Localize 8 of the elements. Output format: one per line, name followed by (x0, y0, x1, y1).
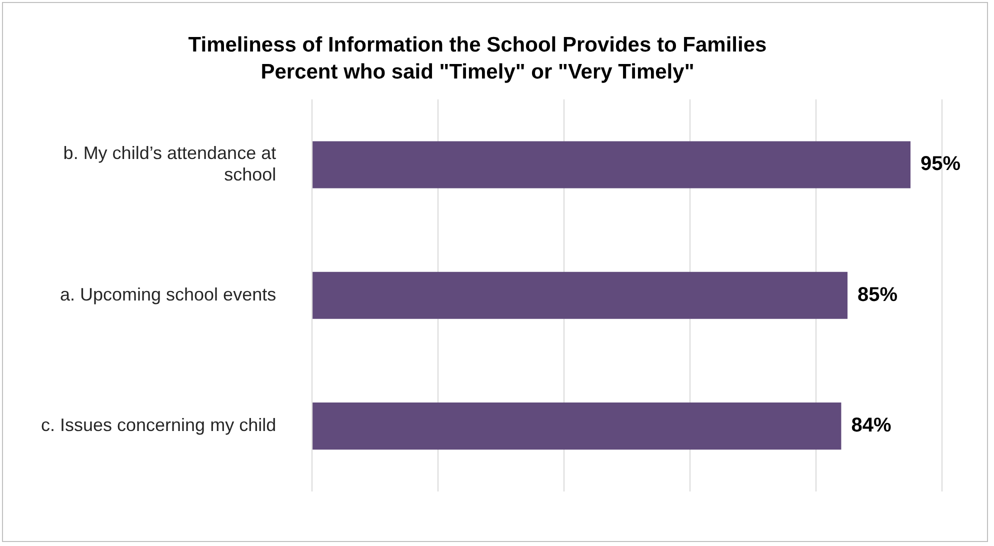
chart-subtitle: Percent who said "Timely" or "Very Timely" (260, 60, 694, 84)
chart-title: Timeliness of Information the School Provides to Families (188, 33, 767, 56)
y-tick-label: b. My child’s attendance at school (63, 142, 276, 184)
y-tick-label: c. Issues concerning my child (40, 415, 276, 436)
data-label: 84% (851, 414, 892, 437)
data-label: 95% (920, 153, 961, 176)
data-label: 85% (858, 284, 898, 306)
y-tick-label: a. Upcoming school events (60, 284, 276, 304)
